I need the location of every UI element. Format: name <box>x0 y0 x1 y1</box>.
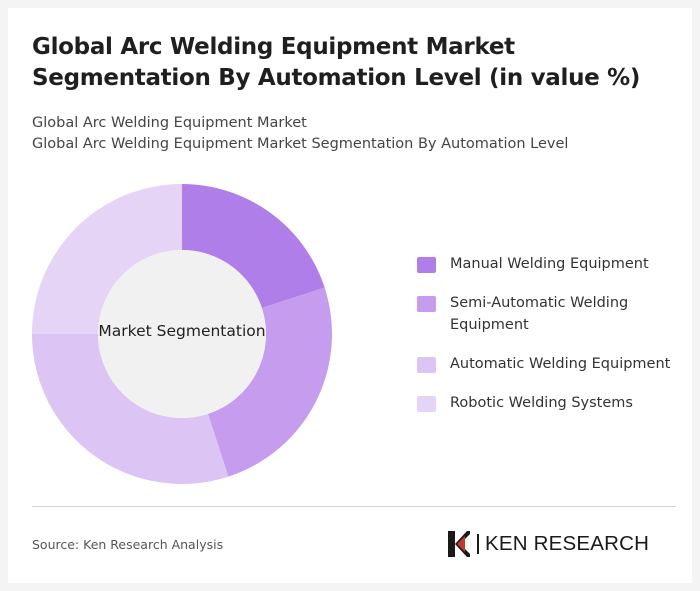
legend-label: Robotic Welding Systems <box>450 395 633 411</box>
logo-wordmark: KEN RESEARCH <box>485 532 650 555</box>
legend-swatch <box>417 357 436 373</box>
donut-slice-automatic-welding-equipment <box>32 334 229 484</box>
legend-label: Manual Welding Equipment <box>450 256 649 272</box>
source-note: Source: Ken Research Analysis <box>32 537 224 552</box>
chart-title: Global Arc Welding Equipment Market Segm… <box>32 34 641 91</box>
legend-label: Automatic Welding Equipment <box>450 356 671 372</box>
legend-swatch <box>417 257 436 273</box>
legend-item: Robotic Welding Systems <box>417 392 677 414</box>
donut-center-label: Market Segmentation <box>98 322 266 340</box>
legend-label: Semi-Automatic Welding Equipment <box>450 295 629 333</box>
chart-card: Global Arc Welding Equipment Market Segm… <box>8 8 692 583</box>
legend-swatch <box>417 296 436 312</box>
logo-separator <box>477 534 479 554</box>
donut-slice-robotic-welding-systems <box>32 184 182 334</box>
donut-slice-semi-automatic-welding-equipment <box>207 287 332 477</box>
legend-item: Automatic Welding Equipment <box>417 353 677 375</box>
ken-research-logo: KEN RESEARCH <box>447 530 677 560</box>
donut-center <box>98 250 266 418</box>
chart-subtitle-segmentation: Global Arc Welding Equipment Market Segm… <box>32 136 569 152</box>
legend-item: Semi-Automatic Welding Equipment <box>417 292 677 336</box>
footer-divider <box>32 506 676 507</box>
chart-subtitle-market: Global Arc Welding Equipment Market <box>32 115 307 131</box>
legend-item: Manual Welding Equipment <box>417 253 677 275</box>
donut-chart <box>32 184 332 484</box>
chart-legend: Manual Welding Equipment Semi-Automatic W… <box>417 253 677 414</box>
donut-slice-manual-welding-equipment <box>182 184 325 309</box>
ken-research-logo-mark-icon <box>448 531 470 557</box>
legend-swatch <box>417 396 436 412</box>
